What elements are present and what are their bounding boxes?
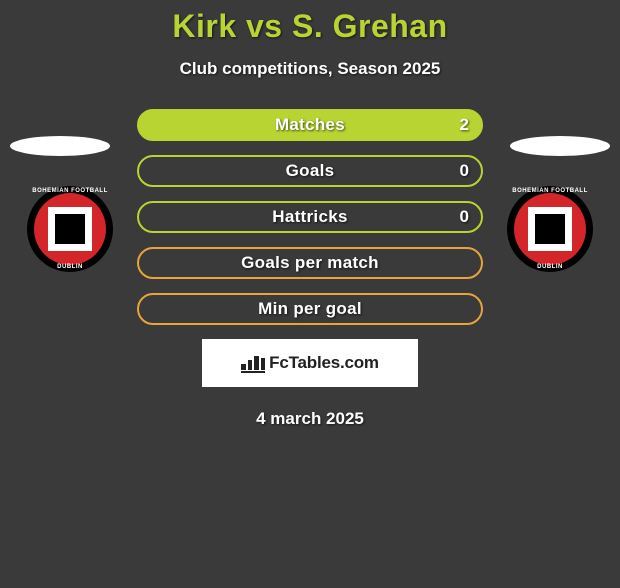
- stat-value-right: 0: [460, 161, 469, 181]
- stat-row: Hattricks 0: [137, 201, 483, 233]
- stat-row: Matches 2: [137, 109, 483, 141]
- page-subtitle: Club competitions, Season 2025: [0, 59, 620, 79]
- stat-value-right: 2: [460, 115, 469, 135]
- stat-label: Goals per match: [241, 253, 379, 273]
- club-badge-right: BOHEMIAN FOOTBALL DUBLIN: [507, 186, 593, 272]
- player-right-ellipse: [510, 136, 610, 156]
- stat-label: Min per goal: [258, 299, 362, 319]
- site-badge: FcTables.com: [202, 339, 418, 387]
- stat-label: Goals: [286, 161, 335, 181]
- stat-row: Min per goal: [137, 293, 483, 325]
- badge-text-bottom: DUBLIN: [27, 264, 113, 270]
- page-title: Kirk vs S. Grehan: [0, 8, 620, 45]
- badge-text-bottom: DUBLIN: [507, 264, 593, 270]
- stat-row: Goals 0: [137, 155, 483, 187]
- stat-label: Hattricks: [272, 207, 347, 227]
- chart-icon: [241, 353, 265, 373]
- stat-row: Goals per match: [137, 247, 483, 279]
- club-badge-left: BOHEMIAN FOOTBALL DUBLIN: [27, 186, 113, 272]
- site-badge-text: FcTables.com: [269, 353, 379, 373]
- footer-date: 4 march 2025: [0, 409, 620, 429]
- player-left-ellipse: [10, 136, 110, 156]
- stat-value-right: 0: [460, 207, 469, 227]
- stats-container: Matches 2 Goals 0 Hattricks 0 Goals per match M…: [137, 109, 483, 325]
- stat-label: Matches: [275, 115, 345, 135]
